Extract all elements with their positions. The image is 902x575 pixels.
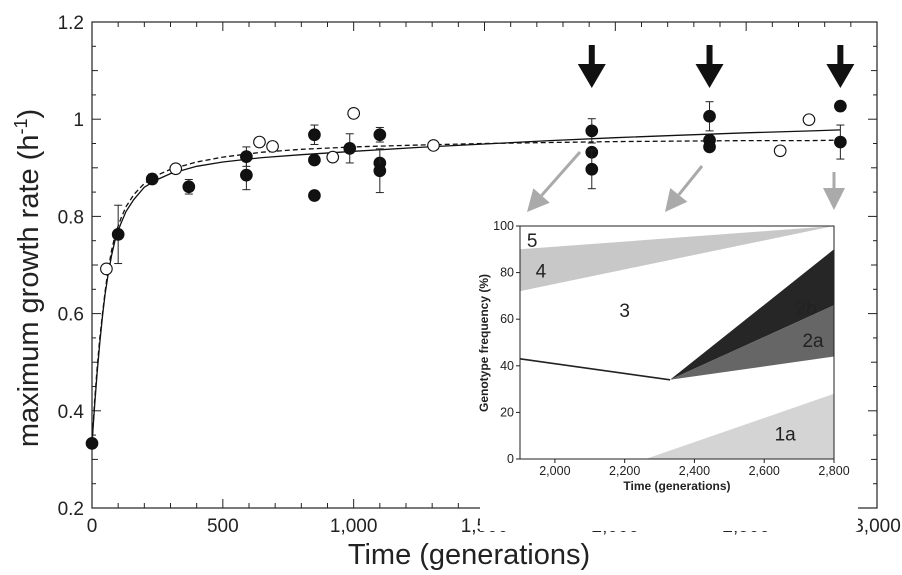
data-point-filled bbox=[343, 142, 357, 155]
y-tick-label: 0.8 bbox=[58, 207, 84, 228]
data-point-open bbox=[100, 262, 113, 276]
main-y-axis-title-text: maximum growth rate (h bbox=[13, 135, 45, 448]
data-point-filled bbox=[308, 189, 321, 202]
data-point-open bbox=[427, 139, 440, 152]
region-label-5: 5 bbox=[527, 231, 538, 252]
main-y-axis-title-close: ) bbox=[13, 109, 45, 119]
data-point-filled bbox=[834, 135, 847, 149]
inset-x-tick-label: 2,600 bbox=[749, 464, 780, 478]
x-tick-label: 500 bbox=[207, 516, 239, 537]
region-2a bbox=[670, 305, 834, 380]
data-point-filled bbox=[85, 437, 99, 450]
black-arrow bbox=[577, 45, 606, 88]
inset-x-tick-label: 2,800 bbox=[818, 464, 849, 478]
region-label-2b: 2b bbox=[796, 299, 817, 320]
region-label-2a: 2a bbox=[802, 331, 824, 352]
region-2b bbox=[670, 249, 834, 380]
data-point-filled bbox=[585, 162, 599, 176]
region-3 bbox=[520, 226, 834, 380]
data-point-filled bbox=[373, 128, 387, 142]
data-point-open bbox=[802, 113, 816, 127]
data-point-filled bbox=[308, 153, 321, 167]
data-point-filled bbox=[145, 172, 159, 186]
inset-x-axis-title: Time (generations) bbox=[623, 479, 730, 493]
data-point-filled bbox=[182, 180, 196, 194]
data-point-open bbox=[347, 107, 361, 120]
data-point-open bbox=[266, 140, 279, 153]
data-point-filled bbox=[373, 164, 387, 178]
inset-y-tick-label: 100 bbox=[493, 219, 514, 233]
black-arrow bbox=[695, 45, 724, 88]
data-point-filled bbox=[308, 128, 321, 142]
data-point-open bbox=[326, 150, 340, 164]
region-label-3: 3 bbox=[619, 301, 630, 322]
main-y-axis-title-sup: -1 bbox=[11, 119, 31, 135]
data-point-filled bbox=[111, 228, 125, 241]
inset-y-tick-label: 60 bbox=[500, 312, 514, 326]
x-tick-label: 0 bbox=[87, 516, 98, 537]
data-point-filled bbox=[834, 99, 847, 113]
inset-frame bbox=[519, 225, 835, 460]
data-point-filled bbox=[703, 109, 716, 123]
main-y-axis-title: maximum growth rate (h-1) bbox=[11, 109, 45, 447]
inset-y-tick-label: 0 bbox=[507, 452, 514, 466]
x-tick-label: 1,000 bbox=[330, 516, 378, 537]
data-point-open bbox=[773, 144, 787, 158]
gray-arrow-shaft bbox=[540, 151, 582, 197]
data-point-filled bbox=[240, 168, 253, 182]
y-tick-label: 0.2 bbox=[58, 499, 84, 520]
inset-y-tick-label: 20 bbox=[500, 405, 514, 419]
region-1a bbox=[645, 393, 834, 459]
black-arrow bbox=[826, 45, 855, 88]
inset-x-tick-label: 2,000 bbox=[539, 464, 570, 478]
region-label-4: 4 bbox=[536, 261, 547, 282]
data-point-filled bbox=[585, 124, 599, 138]
y-tick-label: 1.2 bbox=[58, 13, 84, 34]
inset-y-axis-title: Genotype frequency (%) bbox=[477, 274, 491, 412]
data-point-open bbox=[169, 162, 183, 176]
inset-y-tick-label: 40 bbox=[500, 359, 514, 373]
main-x-axis-title: Time (generations) bbox=[348, 539, 590, 571]
data-point-filled bbox=[703, 140, 716, 154]
inset-x-tick-label: 2,400 bbox=[679, 464, 710, 478]
y-tick-label: 1 bbox=[73, 110, 84, 131]
inset-plot: 5 4 3 2b 2a 1a 2,000 2,200 2,400 2,600 2,800 0 20 40 6… bbox=[480, 214, 858, 531]
gray-arrow-head bbox=[823, 188, 845, 210]
inset-x-tick-label: 2,200 bbox=[609, 464, 640, 478]
region-5 bbox=[520, 226, 834, 250]
fit-line-dashed bbox=[91, 139, 841, 444]
y-tick-label: 0.6 bbox=[58, 305, 84, 326]
y-tick-label: 0.4 bbox=[58, 402, 85, 423]
gray-arrow-head bbox=[665, 187, 688, 212]
data-point-open bbox=[253, 135, 266, 149]
inset-y-tick-label: 80 bbox=[500, 266, 514, 280]
gray-arrow-head bbox=[527, 188, 550, 212]
genotype-boundary-line bbox=[519, 358, 671, 381]
gray-arrow-shaft bbox=[677, 165, 704, 196]
region-label-1a: 1a bbox=[775, 424, 797, 445]
x-tick-label: 3,000 bbox=[853, 516, 901, 537]
data-point-filled bbox=[240, 150, 253, 163]
